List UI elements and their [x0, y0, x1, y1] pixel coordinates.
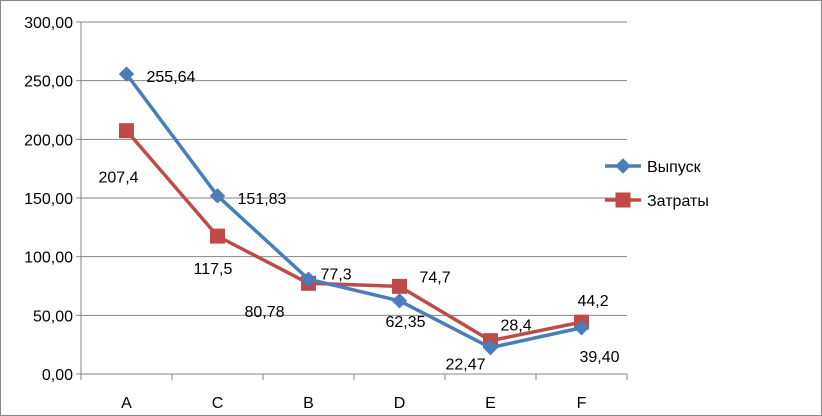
- vypusk-data-label: 39,40: [580, 349, 620, 366]
- zatraty-point: [392, 278, 407, 294]
- vypusk-point: [300, 271, 317, 287]
- vypusk-point: [482, 339, 499, 356]
- zatraty-data-label: 74,7: [420, 269, 451, 286]
- y-tick-label: 300,00: [24, 15, 73, 32]
- vypusk-point: [118, 66, 135, 82]
- y-tick-label: 150,00: [24, 191, 73, 208]
- zatraty-data-label: 28,4: [501, 318, 532, 335]
- x-tick-label: C: [212, 395, 224, 412]
- y-tick-label: 0,00: [42, 367, 73, 384]
- vypusk-point: [209, 188, 226, 204]
- zatraty-data-label: 117,5: [194, 261, 233, 278]
- axes: 0,00 50,00 100,00 150,00 200,00 250,00 300,00 A…: [24, 15, 628, 412]
- x-tick-label: A: [121, 395, 132, 412]
- series-group: [118, 66, 590, 356]
- legend-marker: [615, 158, 631, 174]
- vypusk-point: [573, 320, 590, 336]
- legend-marker: [615, 192, 631, 208]
- gridlines: [81, 21, 627, 316]
- y-tick-label: 100,00: [24, 250, 73, 267]
- x-tick-label: F: [577, 395, 587, 412]
- zatraty-point: [119, 123, 134, 139]
- x-tick-label: D: [394, 395, 406, 412]
- vypusk-data-label: 80,78: [245, 304, 285, 321]
- data-labels: 255,64 151,83 80,78 62,35 22,47 39,40 207,4 117…: [99, 69, 620, 374]
- x-tick-label: B: [303, 395, 314, 412]
- vypusk-point: [391, 293, 408, 309]
- legend-label: Затраты: [647, 193, 709, 210]
- y-tick-label: 250,00: [24, 74, 73, 91]
- legend-label: Выпуск: [647, 159, 702, 176]
- vypusk-data-label: 255,64: [147, 69, 196, 86]
- vypusk-data-label: 22,47: [446, 357, 486, 374]
- legend: Выпуск Затраты: [605, 158, 709, 210]
- zatraty-point: [210, 228, 225, 244]
- y-tick-label: 200,00: [24, 132, 73, 149]
- series-line-zatraty: [125, 129, 582, 343]
- series-line-vypusk: [125, 73, 582, 350]
- zatraty-data-label: 44,2: [578, 293, 609, 310]
- y-tick-label: 50,00: [33, 308, 73, 325]
- vypusk-data-label: 62,35: [386, 314, 426, 331]
- x-tick-label: E: [485, 395, 496, 412]
- zatraty-data-label: 207,4: [99, 170, 139, 187]
- zatraty-data-label: 77,3: [321, 266, 352, 283]
- vypusk-data-label: 151,83: [238, 191, 287, 208]
